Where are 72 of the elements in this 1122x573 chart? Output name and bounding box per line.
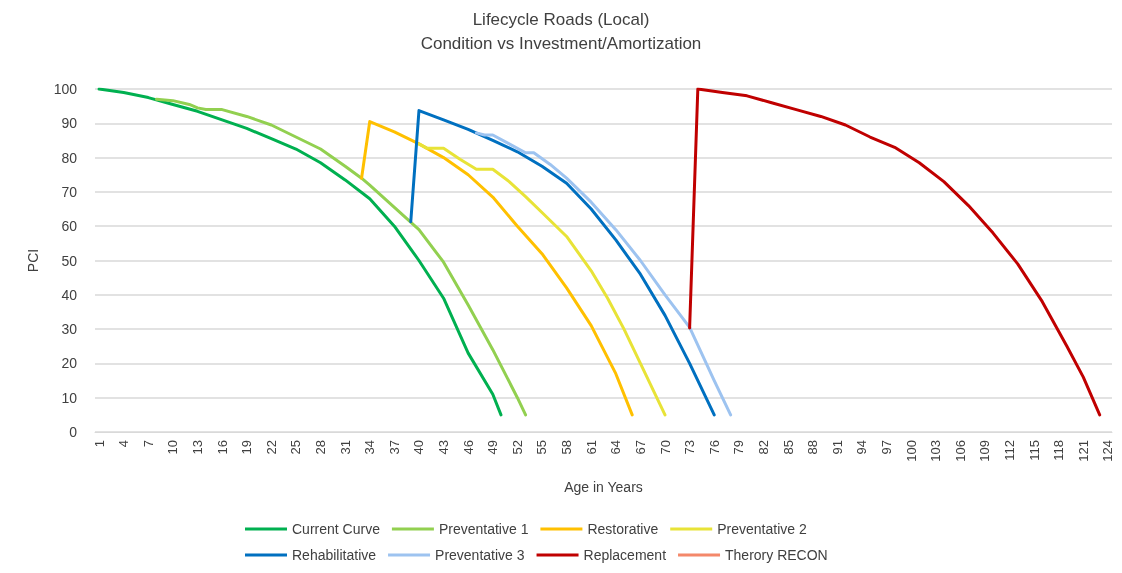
x-tick-label: 52 <box>509 440 525 455</box>
x-tick-label: 4 <box>116 440 132 448</box>
x-tick-label: 70 <box>657 440 673 455</box>
x-tick-label: 28 <box>313 440 329 455</box>
x-tick-label: 40 <box>411 440 427 455</box>
legend-label: Replacement <box>583 547 667 563</box>
x-tick-label: 16 <box>214 440 230 455</box>
x-tick-label: 106 <box>952 440 968 462</box>
y-axis-title: PCI <box>25 248 41 273</box>
x-axis-title: Age in Years <box>564 479 643 495</box>
x-tick-label: 103 <box>928 440 944 462</box>
x-tick-label: 118 <box>1051 440 1067 461</box>
x-tick-label: 64 <box>608 440 624 455</box>
x-tick-label: 58 <box>559 440 575 455</box>
x-tick-label: 25 <box>288 440 304 455</box>
chart-subtitle: Condition vs Investment/Amortization <box>420 34 702 53</box>
legend-label: Preventative 3 <box>435 547 525 563</box>
y-tick-label: 90 <box>61 115 78 132</box>
x-tick-label: 85 <box>780 440 796 455</box>
x-tick-label: 61 <box>583 440 599 455</box>
x-tick-label: 43 <box>436 440 452 455</box>
y-tick-label: 50 <box>61 252 78 269</box>
x-tick-label: 37 <box>386 440 402 455</box>
legend-label: Preventative 2 <box>717 521 807 537</box>
y-tick-label: 10 <box>61 389 78 406</box>
x-tick-label: 121 <box>1075 440 1091 462</box>
x-tick-label: 67 <box>632 440 648 455</box>
x-tick-label: 10 <box>165 440 181 455</box>
x-tick-label: 55 <box>534 440 550 455</box>
y-tick-label: 100 <box>53 81 78 97</box>
y-tick-label: 30 <box>61 321 78 338</box>
line-series <box>155 97 528 417</box>
x-tick-label: 19 <box>239 440 255 455</box>
line-series <box>409 109 716 417</box>
x-tick-label: 13 <box>190 440 206 455</box>
chart-title: Lifecycle Roads (Local) <box>472 10 650 29</box>
x-tick-label: 31 <box>337 440 353 455</box>
y-tick-label: 20 <box>61 355 78 372</box>
y-tick-label: 70 <box>61 183 78 200</box>
x-tick-label: 73 <box>682 440 698 455</box>
x-tick-label: 79 <box>731 440 747 455</box>
y-tick-label: 0 <box>69 424 78 440</box>
line-series <box>417 142 667 417</box>
x-tick-label: 1 <box>91 440 107 448</box>
line-series <box>474 131 733 417</box>
legend-label: Rehabilitative <box>292 547 377 563</box>
x-tick-label: 46 <box>460 440 476 455</box>
x-tick-label: 115 <box>1026 440 1042 461</box>
y-tick-label: 60 <box>61 218 78 235</box>
x-tick-label: 82 <box>755 440 771 455</box>
line-series <box>97 87 503 417</box>
x-tick-label: 88 <box>805 440 821 455</box>
x-tick-label: 7 <box>140 440 156 448</box>
line-series <box>360 120 634 417</box>
legend-label: Current Curve <box>292 521 381 537</box>
x-tick-label: 112 <box>1001 440 1017 461</box>
x-tick-label: 100 <box>903 440 919 462</box>
legend-label: Therory RECON <box>725 547 828 563</box>
x-tick-label: 97 <box>878 440 894 455</box>
x-tick-label: 124 <box>1100 440 1116 462</box>
x-tick-label: 22 <box>263 440 279 455</box>
x-tick-label: 76 <box>706 440 722 455</box>
y-tick-label: 80 <box>61 149 78 166</box>
y-tick-label: 40 <box>61 286 78 303</box>
x-tick-label: 91 <box>829 440 845 455</box>
legend-label: Restorative <box>587 521 659 537</box>
line-series <box>688 87 1102 417</box>
x-tick-label: 49 <box>485 440 501 455</box>
x-tick-label: 109 <box>977 440 993 462</box>
legend-label: Preventative 1 <box>438 521 529 537</box>
x-tick-label: 94 <box>854 440 870 455</box>
x-tick-label: 34 <box>362 440 378 455</box>
